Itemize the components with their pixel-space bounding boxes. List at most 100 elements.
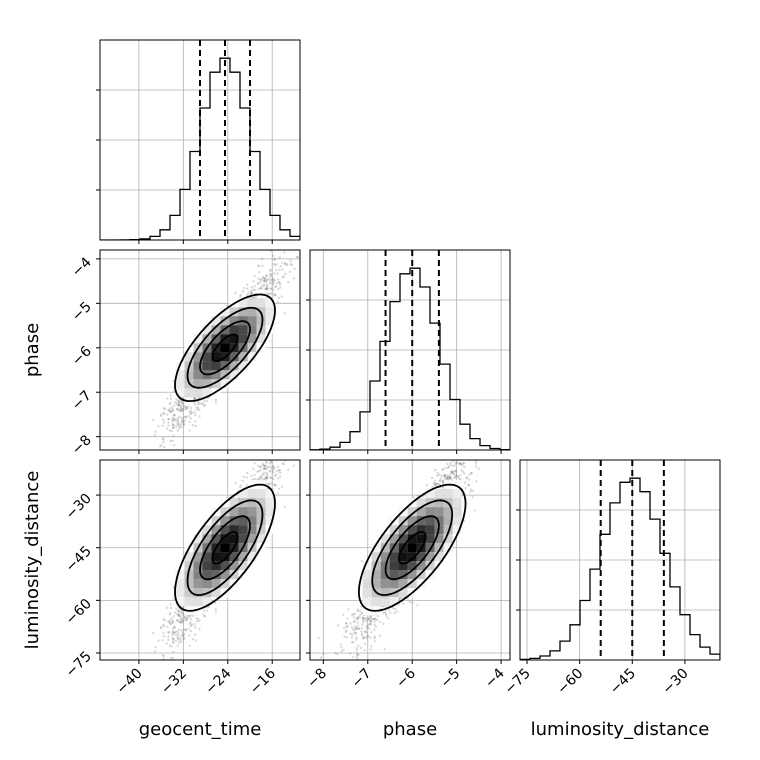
sample-point	[187, 627, 190, 630]
sample-point	[256, 478, 259, 481]
sample-point	[177, 426, 181, 430]
sample-point	[177, 614, 180, 617]
sample-point	[252, 467, 255, 470]
sample-point	[177, 635, 180, 638]
sample-point	[168, 619, 172, 622]
sample-point	[176, 417, 179, 420]
density-cell	[175, 370, 185, 380]
sample-point	[256, 264, 260, 267]
sample-point	[171, 621, 174, 624]
density-cell	[175, 379, 185, 389]
sample-point	[163, 446, 166, 449]
sample-point	[278, 268, 281, 272]
sample-point	[167, 631, 170, 634]
sample-point	[283, 272, 287, 276]
sample-point	[205, 609, 209, 612]
sample-point	[260, 475, 263, 478]
sample-point	[245, 287, 249, 290]
sample-point	[197, 617, 200, 621]
sample-point	[162, 418, 165, 421]
sample-point	[176, 619, 179, 622]
sample-point	[197, 400, 200, 404]
sample-point	[263, 466, 266, 470]
sample-point	[176, 407, 179, 411]
density-cell	[211, 316, 221, 326]
sample-point	[262, 473, 266, 477]
sample-point	[160, 627, 163, 630]
sample-point	[178, 402, 181, 405]
sample-point	[169, 401, 172, 404]
sample-point	[268, 278, 271, 281]
density-cell	[229, 316, 239, 326]
density-cell	[229, 361, 239, 371]
sample-point	[181, 634, 185, 637]
sample-point	[270, 460, 273, 463]
sample-point	[275, 281, 279, 285]
sample-point	[172, 641, 175, 644]
sample-point	[182, 638, 185, 641]
density-cell	[229, 325, 239, 335]
sample-point	[177, 614, 181, 617]
sample-point	[176, 400, 179, 403]
sample-point	[176, 638, 180, 641]
sample-point	[153, 650, 157, 653]
density-cell	[211, 352, 221, 362]
sample-point	[183, 616, 186, 619]
sample-point	[169, 411, 172, 414]
sample-point	[241, 479, 245, 482]
density-cell	[265, 298, 275, 308]
sample-point	[263, 467, 266, 470]
sample-point	[189, 417, 192, 420]
sample-point	[172, 650, 175, 653]
sample-point	[260, 286, 263, 290]
sample-point	[284, 446, 286, 448]
sample-point	[269, 250, 272, 253]
sample-point	[245, 293, 249, 296]
sample-point	[181, 420, 185, 424]
density-cell	[202, 361, 212, 371]
histogram-phase	[310, 267, 510, 450]
density-cell	[175, 388, 185, 398]
sample-point	[259, 278, 262, 281]
sample-point	[278, 440, 280, 442]
sample-point	[168, 409, 171, 412]
sample-point	[250, 291, 254, 294]
sample-point	[214, 401, 218, 404]
sample-point	[276, 492, 279, 495]
sample-point	[177, 404, 181, 407]
hist-frame	[519, 459, 721, 661]
density-cell	[211, 325, 221, 335]
sample-point	[270, 476, 273, 479]
sample-point	[184, 616, 188, 619]
sample-point	[265, 274, 268, 277]
sample-point	[263, 465, 267, 468]
sample-point	[174, 417, 177, 421]
density-cell	[220, 370, 230, 380]
sample-point	[169, 394, 172, 397]
sample-point	[258, 271, 261, 274]
sample-point	[177, 404, 181, 407]
sample-point	[160, 662, 162, 664]
sample-point	[157, 456, 159, 458]
sample-point	[277, 477, 280, 480]
sample-point	[257, 470, 260, 473]
sample-point	[268, 275, 272, 278]
sample-point	[195, 408, 199, 411]
sample-point	[167, 421, 170, 424]
sample-point	[170, 406, 173, 409]
sample-point	[246, 283, 249, 286]
sample-point	[267, 292, 270, 296]
sample-point	[272, 278, 275, 281]
sample-point	[295, 255, 299, 259]
sample-point	[250, 286, 253, 289]
sample-point	[180, 633, 183, 637]
sample-point	[265, 471, 268, 475]
sample-point	[161, 639, 164, 642]
sample-point	[189, 624, 193, 628]
sample-point	[159, 663, 161, 665]
sample-point	[182, 424, 185, 427]
sample-point	[265, 476, 268, 479]
sample-point	[257, 464, 260, 468]
sample-point	[275, 263, 278, 266]
sample-point	[268, 281, 271, 285]
